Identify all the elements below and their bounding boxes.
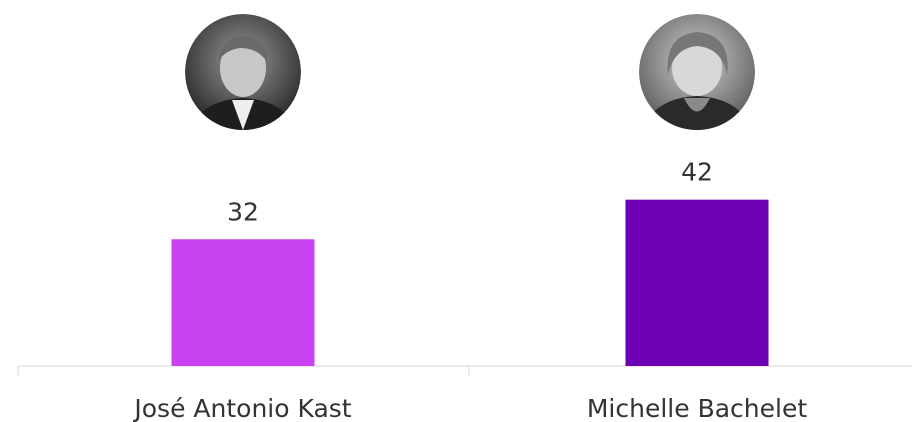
photo — [185, 14, 301, 130]
value-label: 32 — [227, 197, 259, 226]
value-label: 42 — [681, 158, 713, 187]
category-label: Michelle Bachelet — [587, 394, 807, 422]
photo — [639, 14, 755, 130]
category-label: José Antonio Kast — [132, 394, 351, 422]
bar — [625, 199, 769, 366]
bar — [171, 239, 315, 366]
